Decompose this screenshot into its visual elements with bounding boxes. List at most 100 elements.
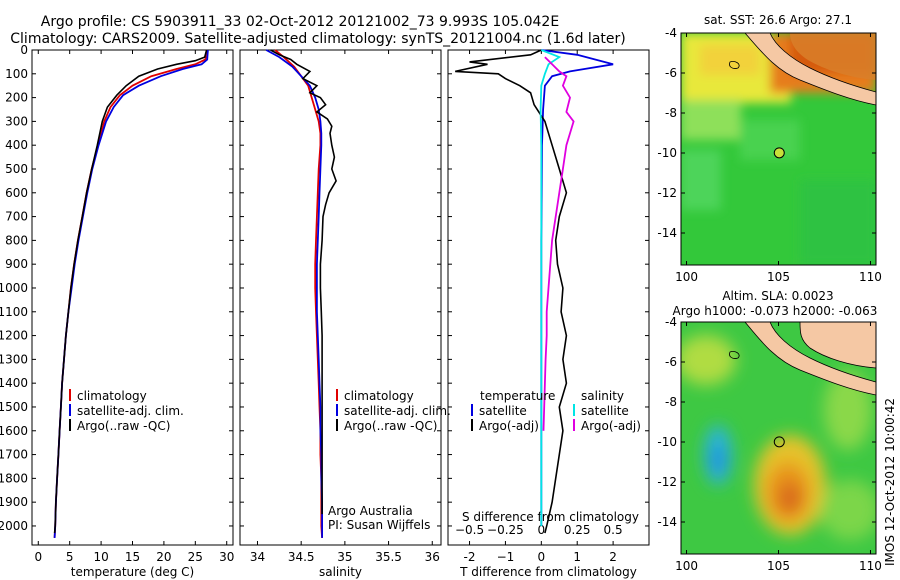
x-tick-label: 10 [93,550,108,564]
map-x-tick-label: 110 [859,270,882,284]
difference-panel: -2 −1 0 1 2T difference from climatology −0.5… [447,49,650,579]
annotation-text: Argo Australia [328,504,413,518]
title-line-1: Argo profile: CS 5903911_33 02-Oct-2012 … [41,14,559,30]
map-y-tick-label: -12 [657,475,677,489]
y-tick-label: 700 [5,210,28,224]
y-tick-label: 1700 [0,448,28,462]
x-tick-label: −1 [497,550,515,564]
series-line-salinity-1 [265,49,323,538]
y-tick-label: 200 [5,91,28,105]
sst-map: sat. SST: 26.6 Argo: 27.1 [657,13,882,284]
series-line-temperature-2 [53,49,208,534]
sla-map-subtitle: Argo h1000: -0.073 h2000: -0.063 [673,304,878,318]
map-y-tick-label: -6 [665,66,677,80]
series-line-salinity-2 [270,49,337,515]
x-tick-label: 15 [125,550,140,564]
x-tick-label: 0 [538,550,546,564]
series-line-temperature-1 [53,49,209,538]
temperature-panel: 0100200300400500600700800900100011001200… [0,43,234,579]
y-tick-label: 500 [5,162,28,176]
y-tick-label: 1400 [0,376,28,390]
map-x-tick-label: 110 [859,559,882,573]
y-tick-label: 1100 [0,305,28,319]
x-tick-label: 34.5 [288,550,315,564]
y-tick-label: 100 [5,67,28,81]
sst-map-title: sat. SST: 26.6 Argo: 27.1 [704,13,852,27]
temperature-axes-frame [31,49,234,546]
map-y-tick-label: -4 [665,315,677,329]
series-line-temperature-0 [53,49,208,538]
map-y-tick-label: -12 [657,186,677,200]
y-tick-label: 1800 [0,471,28,485]
x-tick-label: 35 [337,550,352,564]
sla-map: Altim. SLA: 0.0023 Argo h1000: -0.073 h2… [657,289,882,573]
series-line-difference-1 [455,49,568,534]
legend-label: Argo(-adj) [479,419,539,433]
legend-label: temperature [480,389,555,403]
legend-label: climatology [77,389,147,403]
y-tick-label: 1200 [0,329,28,343]
map-x-tick-label: 100 [675,559,698,573]
sst-map-image [681,33,876,265]
map-y-tick-label: -10 [657,435,677,449]
s-tick-label: 0 [538,523,546,537]
y-tick-label: 600 [5,186,28,200]
x-tick-label: 36 [425,550,440,564]
x-tick-label: 34 [250,550,265,564]
annotation-text: PI: Susan Wijffels [328,518,430,532]
x-tick-label: 1 [573,550,581,564]
x-axis-label: salinity [319,565,362,579]
x-tick-label: 30 [219,550,234,564]
x-tick-label: 0 [34,550,42,564]
x-tick-label: 20 [156,550,171,564]
x-tick-label: 25 [188,550,203,564]
imos-timestamp: IMOS 12-Oct-2012 10:00:42 [883,398,897,566]
y-tick-label: 400 [5,138,28,152]
title-line-2: Climatology: CARS2009. Satellite-adjuste… [10,31,625,47]
y-tick-label: 1600 [0,424,28,438]
map-y-tick-label: -8 [665,395,677,409]
y-tick-label: 2000 [0,519,28,533]
series-line-difference-2 [539,49,562,526]
series-line-difference-0 [540,49,614,526]
x-tick-label: 2 [609,550,617,564]
series-line-difference-3 [542,56,575,431]
salinity-panel: 34 34.5 35 35.5 36 salinity climatologysatelli… [239,49,451,579]
y-tick-label: 300 [5,114,28,128]
x-tick-label: 5 [66,550,74,564]
y-tick-label: 1900 [0,495,28,509]
map-y-tick-label: -6 [665,355,677,369]
map-y-tick-label: -10 [657,146,677,160]
legend-label: satellite [581,404,629,418]
x-tick-label: 35.5 [375,550,402,564]
s-axis-label: S difference from climatology [462,510,639,524]
float-position-marker [773,147,785,159]
legend-label: satellite-adj. clim. [77,404,184,418]
y-tick-label: 1000 [0,281,28,295]
s-tick-label: −0.25 [487,523,524,537]
map-y-tick-label: -8 [665,106,677,120]
legend-label: Argo(-adj) [581,419,641,433]
x-axis-label: T difference from climatology [459,565,637,579]
legend-label: salinity [581,389,624,403]
y-tick-label: 1300 [0,352,28,366]
float-position-marker [773,436,785,448]
x-tick-label: -2 [464,550,476,564]
legend-label: satellite [479,404,527,418]
difference-axes-frame [447,49,650,546]
s-tick-label: −0.5 [455,523,484,537]
y-tick-label: 800 [5,233,28,247]
map-x-tick-label: 105 [767,270,790,284]
map-x-tick-label: 100 [675,270,698,284]
legend-label: climatology [344,389,414,403]
legend-label: Argo(..raw -QC) [344,419,437,433]
salinity-axes-frame [239,49,442,546]
s-tick-label: 0.25 [564,523,591,537]
sla-map-title: Altim. SLA: 0.0023 [722,289,833,303]
x-axis-label: temperature (deg C) [71,565,194,579]
y-tick-label: 0 [20,43,28,57]
s-tick-label: 0.5 [604,523,623,537]
sla-map-image [681,322,876,554]
